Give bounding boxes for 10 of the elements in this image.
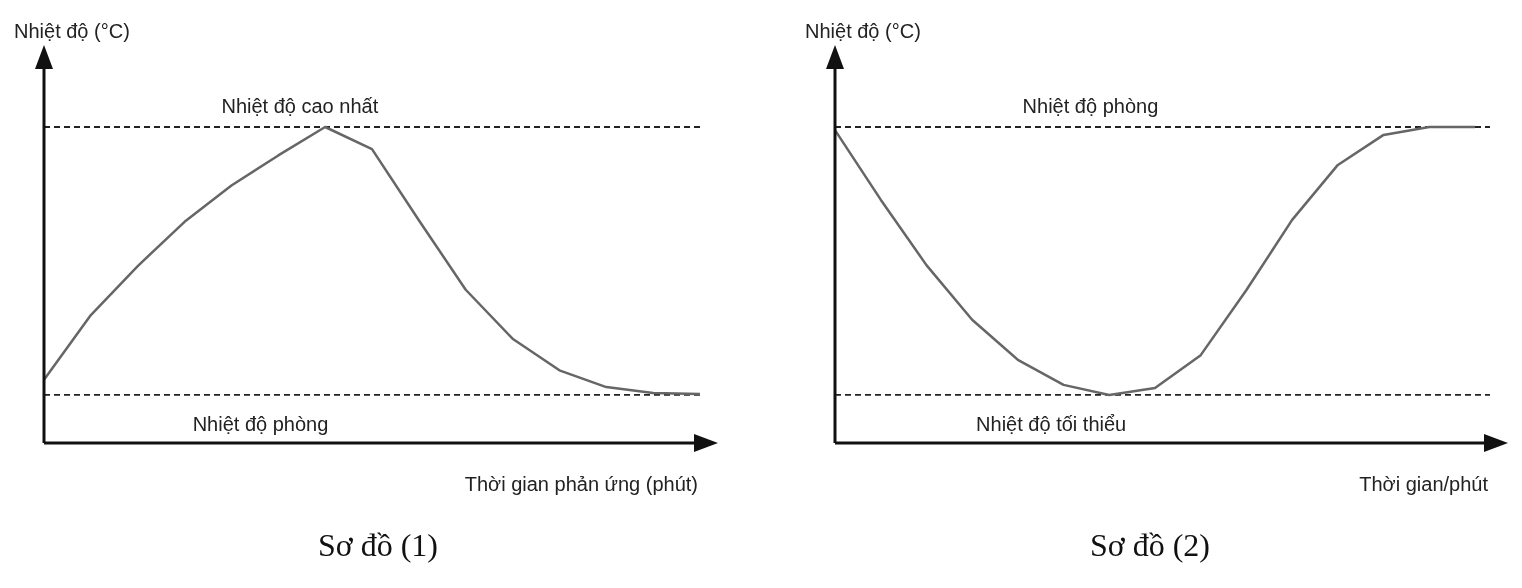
ref-line-label: Nhiệt độ tối thiểu: [976, 412, 1127, 435]
text: Sơ đồ (2): [1089, 527, 1211, 563]
ref-line-label: Nhiệt độ cao nhất: [221, 95, 379, 117]
ref-line-label: Nhiệt độ phòng: [1022, 95, 1159, 117]
text: Sơ đồ (1): [317, 527, 439, 563]
y-axis-title: Nhiệt độ (°C): [14, 20, 130, 42]
x-axis-title: Thời gian/phút: [1359, 473, 1489, 495]
y-axis-title: Nhiệt độ (°C): [805, 20, 921, 42]
x-axis-title: Thời gian phản ứng (phút): [464, 473, 698, 495]
ref-line-label: Nhiệt độ phòng: [192, 412, 329, 435]
